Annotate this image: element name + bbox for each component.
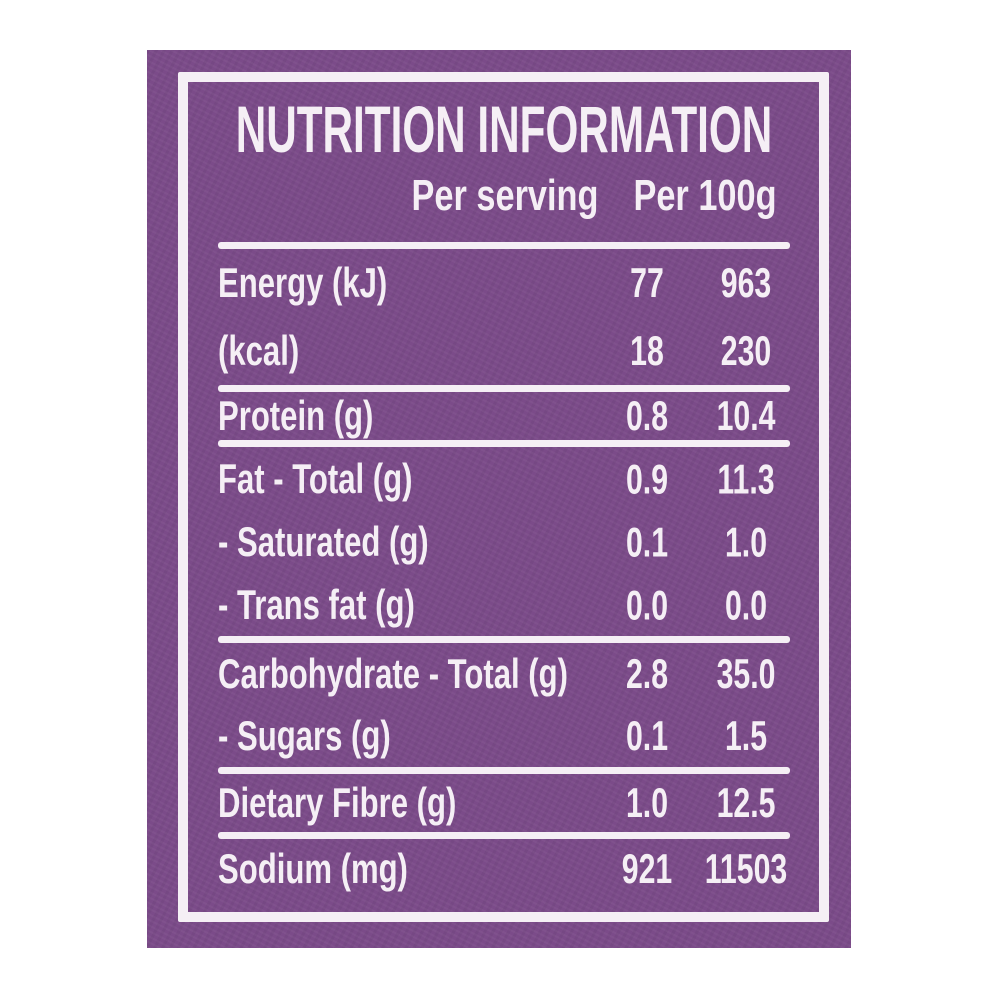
- divider: [218, 440, 790, 447]
- nutrient-name-cell: Sodium (mg): [218, 839, 592, 899]
- per-serving-value: 921: [621, 845, 673, 892]
- table-row-trans-fat: - Trans fat (g) 0.0 0.0: [218, 573, 790, 636]
- table-group-energy: Energy (kJ) 77 963 (kcal) 18 230: [218, 249, 790, 385]
- table-row-protein: Protein (g) 0.8 10.4: [218, 392, 790, 440]
- per-100g-value: 10.4: [716, 392, 776, 439]
- table-group-protein: Protein (g) 0.8 10.4: [218, 392, 790, 440]
- table-row-sodium: Sodium (mg) 921 11503: [218, 839, 790, 899]
- per-100g-cell: 1.0: [702, 510, 790, 573]
- per-100g-cell: 35.0: [702, 643, 790, 705]
- per-100g-cell: 10.4: [702, 392, 790, 440]
- per-100g-value: 12.5: [716, 779, 776, 826]
- nutrient-label: - Sugars (g): [218, 712, 391, 759]
- table-group-sodium: Sodium (mg) 921 11503: [218, 839, 790, 899]
- per-serving-value: 1.0: [625, 779, 669, 826]
- nutrient-name-cell: (kcal): [218, 317, 592, 385]
- divider: [218, 832, 790, 839]
- nutrient-name-cell: Carbohydrate - Total (g): [218, 643, 592, 705]
- nutrient-label: - Trans fat (g): [218, 581, 415, 628]
- per-serving-value: 2.8: [625, 650, 669, 697]
- nutrient-name-cell: Dietary Fibre (g): [218, 774, 592, 832]
- nutrient-name-cell: - Saturated (g): [218, 510, 592, 573]
- per-serving-value: 18: [630, 327, 664, 374]
- table-row-energy-kcal: (kcal) 18 230: [218, 317, 790, 385]
- nutrient-label: (kcal): [218, 327, 300, 374]
- per-100g-value: 0.0: [724, 581, 768, 628]
- table-row-dietary-fibre: Dietary Fibre (g) 1.0 12.5: [218, 774, 790, 832]
- table-group-carbohydrate: Carbohydrate - Total (g) 2.8 35.0 - Suga…: [218, 643, 790, 767]
- per-serving-value: 0.8: [625, 392, 669, 439]
- nutrient-name-cell: - Sugars (g): [218, 705, 592, 767]
- per-serving-header-text: Per serving: [411, 171, 599, 220]
- table-row-carbohydrate-total: Carbohydrate - Total (g) 2.8 35.0: [218, 643, 790, 705]
- column-header-per-100g: Per 100g: [620, 170, 790, 222]
- table-row-saturated: - Saturated (g) 0.1 1.0: [218, 510, 790, 573]
- table-row-energy-kj: Energy (kJ) 77 963: [218, 249, 790, 317]
- label-content: NUTRITION INFORMATION Per serving Per 10…: [218, 50, 790, 899]
- nutrient-label: Energy (kJ): [218, 259, 388, 306]
- per-serving-value: 0.1: [625, 712, 669, 759]
- per-100g-value: 1.5: [724, 712, 768, 759]
- nutrient-name-cell: Fat - Total (g): [218, 447, 592, 510]
- per-serving-cell: 921: [592, 839, 702, 899]
- table-group-fat: Fat - Total (g) 0.9 11.3 - Saturated (g)…: [218, 447, 790, 636]
- table-row-fat-total: Fat - Total (g) 0.9 11.3: [218, 447, 790, 510]
- per-100g-value: 11503: [704, 845, 788, 892]
- per-100g-value: 11.3: [717, 455, 775, 502]
- label-title: NUTRITION INFORMATION: [218, 92, 790, 166]
- per-100g-value: 230: [720, 327, 772, 374]
- nutrient-name-cell: Protein (g): [218, 392, 592, 440]
- nutrient-label: - Saturated (g): [218, 518, 429, 565]
- per-100g-cell: 963: [702, 249, 790, 317]
- nutrition-label: NUTRITION INFORMATION Per serving Per 10…: [147, 50, 851, 948]
- per-serving-cell: 2.8: [592, 643, 702, 705]
- nutrient-label: Fat - Total (g): [218, 455, 413, 502]
- per-100g-value: 963: [720, 259, 772, 306]
- per-100g-cell: 1.5: [702, 705, 790, 767]
- per-100g-cell: 11503: [702, 839, 790, 899]
- column-header-per-serving: Per serving: [390, 170, 620, 222]
- divider: [218, 767, 790, 774]
- per-serving-value: 77: [630, 259, 664, 306]
- per-serving-cell: 77: [592, 249, 702, 317]
- column-headers: Per serving Per 100g: [218, 170, 790, 222]
- per-serving-value: 0.0: [625, 581, 669, 628]
- per-serving-value: 0.9: [625, 455, 669, 502]
- per-100g-cell: 11.3: [702, 447, 790, 510]
- per-100g-header-text: Per 100g: [633, 171, 777, 220]
- per-100g-value: 1.0: [724, 518, 768, 565]
- table-row-sugars: - Sugars (g) 0.1 1.5: [218, 705, 790, 767]
- per-100g-cell: 12.5: [702, 774, 790, 832]
- divider: [218, 636, 790, 643]
- per-serving-cell: 18: [592, 317, 702, 385]
- nutrient-label: Carbohydrate - Total (g): [218, 650, 568, 697]
- per-serving-value: 0.1: [625, 518, 669, 565]
- per-serving-cell: 0.1: [592, 705, 702, 767]
- per-serving-cell: 0.8: [592, 392, 702, 440]
- nutrient-label: Sodium (mg): [218, 845, 408, 892]
- label-title-text: NUTRITION INFORMATION: [235, 92, 773, 166]
- nutrient-name-cell: - Trans fat (g): [218, 573, 592, 636]
- per-serving-cell: 1.0: [592, 774, 702, 832]
- per-100g-value: 35.0: [716, 650, 776, 697]
- divider: [218, 242, 790, 249]
- per-serving-cell: 0.0: [592, 573, 702, 636]
- per-100g-cell: 0.0: [702, 573, 790, 636]
- per-serving-cell: 0.9: [592, 447, 702, 510]
- nutrient-label: Protein (g): [218, 392, 374, 439]
- per-serving-cell: 0.1: [592, 510, 702, 573]
- nutrient-label: Dietary Fibre (g): [218, 779, 457, 826]
- per-100g-cell: 230: [702, 317, 790, 385]
- nutrient-name-cell: Energy (kJ): [218, 249, 592, 317]
- divider: [218, 385, 790, 392]
- table-group-fibre: Dietary Fibre (g) 1.0 12.5: [218, 774, 790, 832]
- label-border-frame: [178, 72, 829, 922]
